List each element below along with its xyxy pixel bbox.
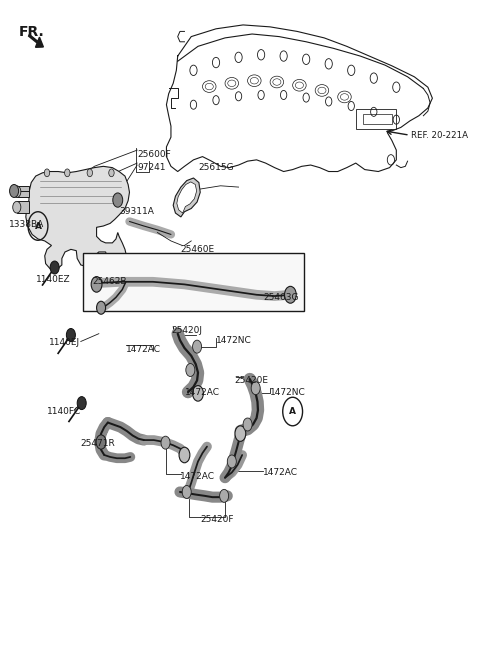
Text: 25463G: 25463G (264, 293, 299, 302)
Text: 25420E: 25420E (234, 376, 268, 385)
Circle shape (179, 447, 190, 463)
Circle shape (109, 169, 114, 177)
Circle shape (91, 277, 102, 292)
Circle shape (220, 489, 228, 503)
Text: 1338BA: 1338BA (9, 220, 44, 229)
Polygon shape (177, 182, 197, 213)
Circle shape (192, 340, 202, 353)
Circle shape (77, 397, 86, 409)
Bar (356, 109, 396, 129)
Text: REF. 20-221A: REF. 20-221A (411, 131, 468, 140)
Text: 1140FC: 1140FC (47, 407, 81, 416)
Text: 97241: 97241 (137, 163, 166, 172)
Text: 25420J: 25420J (171, 326, 202, 335)
Circle shape (10, 185, 19, 198)
Circle shape (251, 382, 260, 395)
Text: A: A (35, 221, 41, 231)
Circle shape (161, 436, 170, 449)
Polygon shape (173, 178, 200, 217)
Text: 1140EZ: 1140EZ (36, 275, 71, 284)
Text: 25460E: 25460E (180, 245, 214, 254)
Text: 1472AC: 1472AC (126, 346, 161, 354)
Circle shape (192, 386, 204, 401)
FancyArrow shape (29, 34, 43, 47)
Circle shape (13, 186, 21, 198)
Text: 1140EJ: 1140EJ (49, 338, 80, 348)
Circle shape (113, 193, 123, 207)
Circle shape (182, 486, 191, 499)
Text: 1472NC: 1472NC (216, 336, 252, 346)
Circle shape (285, 286, 296, 303)
Text: 25615G: 25615G (198, 163, 234, 172)
Bar (17, 201, 29, 213)
Circle shape (66, 328, 75, 342)
Text: 1472AC: 1472AC (264, 468, 299, 477)
Text: 25600F: 25600F (137, 150, 171, 159)
Circle shape (96, 302, 106, 314)
Circle shape (228, 455, 236, 468)
Text: 1472AC: 1472AC (184, 388, 219, 397)
Circle shape (96, 435, 106, 449)
Bar (17, 186, 29, 198)
Text: 25420F: 25420F (200, 515, 234, 524)
Bar (362, 114, 392, 124)
Text: 39311A: 39311A (119, 207, 154, 216)
Text: FR.: FR. (19, 25, 44, 39)
Circle shape (65, 169, 70, 177)
Text: 1472NC: 1472NC (270, 388, 306, 397)
Circle shape (44, 169, 50, 177)
Text: A: A (289, 407, 296, 416)
Circle shape (13, 201, 21, 213)
Circle shape (87, 169, 93, 177)
Circle shape (243, 418, 252, 431)
Polygon shape (26, 166, 130, 270)
Text: 25471R: 25471R (81, 440, 116, 449)
Text: 25462B: 25462B (92, 277, 127, 286)
Text: 1472AC: 1472AC (180, 472, 215, 481)
Bar (83, 252, 304, 311)
Circle shape (50, 261, 59, 274)
Circle shape (235, 426, 246, 442)
Circle shape (186, 363, 195, 376)
